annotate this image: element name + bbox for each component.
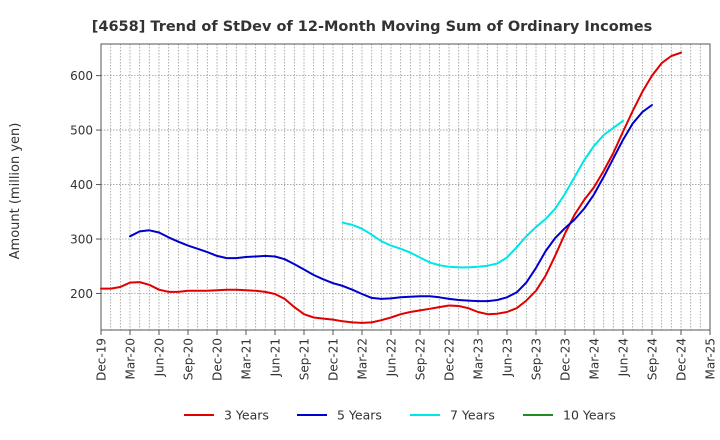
chart-title: [4658] Trend of StDev of 12-Month Moving… <box>92 19 653 35</box>
x-tick-label: Jun-20 <box>153 338 167 377</box>
y-tick-label: 500 <box>70 124 93 138</box>
x-tick-label: Dec-19 <box>95 338 109 381</box>
y-axis-label: Amount (million yen) <box>8 123 23 260</box>
legend-item: 5 Years <box>297 408 382 423</box>
series-line-5-years <box>129 104 653 303</box>
x-tick-label: Sep-23 <box>530 338 544 380</box>
x-tick-label: Mar-24 <box>588 338 602 379</box>
legend-label: 3 Years <box>224 408 269 423</box>
legend-item: 7 Years <box>410 408 495 423</box>
x-tick-label: Mar-21 <box>240 338 254 379</box>
series-line-7-years <box>341 119 624 269</box>
series-line-3-years <box>100 51 682 324</box>
legend-item: 10 Years <box>523 408 616 423</box>
x-tick-label: Sep-24 <box>646 338 660 380</box>
legend-label: 10 Years <box>563 408 616 423</box>
grid <box>101 44 710 330</box>
y-tick-label: 400 <box>70 178 93 192</box>
x-tick-label: Mar-25 <box>704 338 718 379</box>
x-tick-label: Mar-20 <box>124 338 138 379</box>
x-tick-label: Jun-23 <box>501 338 515 377</box>
x-tick-label: Dec-22 <box>443 338 457 381</box>
y-tick-label: 600 <box>70 69 93 83</box>
legend-item: 3 Years <box>184 408 269 423</box>
y-axis-ticks: 200 300 400 500 600 <box>70 69 101 301</box>
x-tick-label: Dec-20 <box>211 338 225 381</box>
legend-label: 5 Years <box>337 408 382 423</box>
x-tick-label: Sep-20 <box>182 338 196 380</box>
x-axis-ticks: Dec-19 Mar-20 Jun-20 Sep-20 Dec-20 Mar-21 Jun-… <box>95 330 718 381</box>
x-tick-label: Jun-24 <box>617 338 631 377</box>
x-tick-label: Jun-22 <box>385 338 399 377</box>
y-tick-label: 300 <box>70 233 93 247</box>
legend: 3 Years 5 Years 7 Years 10 Years <box>184 408 616 423</box>
y-tick-label: 200 <box>70 287 93 301</box>
x-tick-label: Dec-23 <box>559 338 573 381</box>
series-lines <box>100 51 682 324</box>
x-tick-label: Jun-21 <box>269 338 283 377</box>
x-tick-label: Sep-22 <box>414 338 428 380</box>
plot-frame <box>100 43 711 331</box>
x-tick-label: Mar-23 <box>472 338 486 379</box>
x-tick-label: Mar-22 <box>356 338 370 379</box>
x-tick-label: Dec-21 <box>327 338 341 381</box>
x-tick-label: Sep-21 <box>298 338 312 380</box>
legend-label: 7 Years <box>450 408 495 423</box>
x-tick-label: Dec-24 <box>675 338 689 381</box>
